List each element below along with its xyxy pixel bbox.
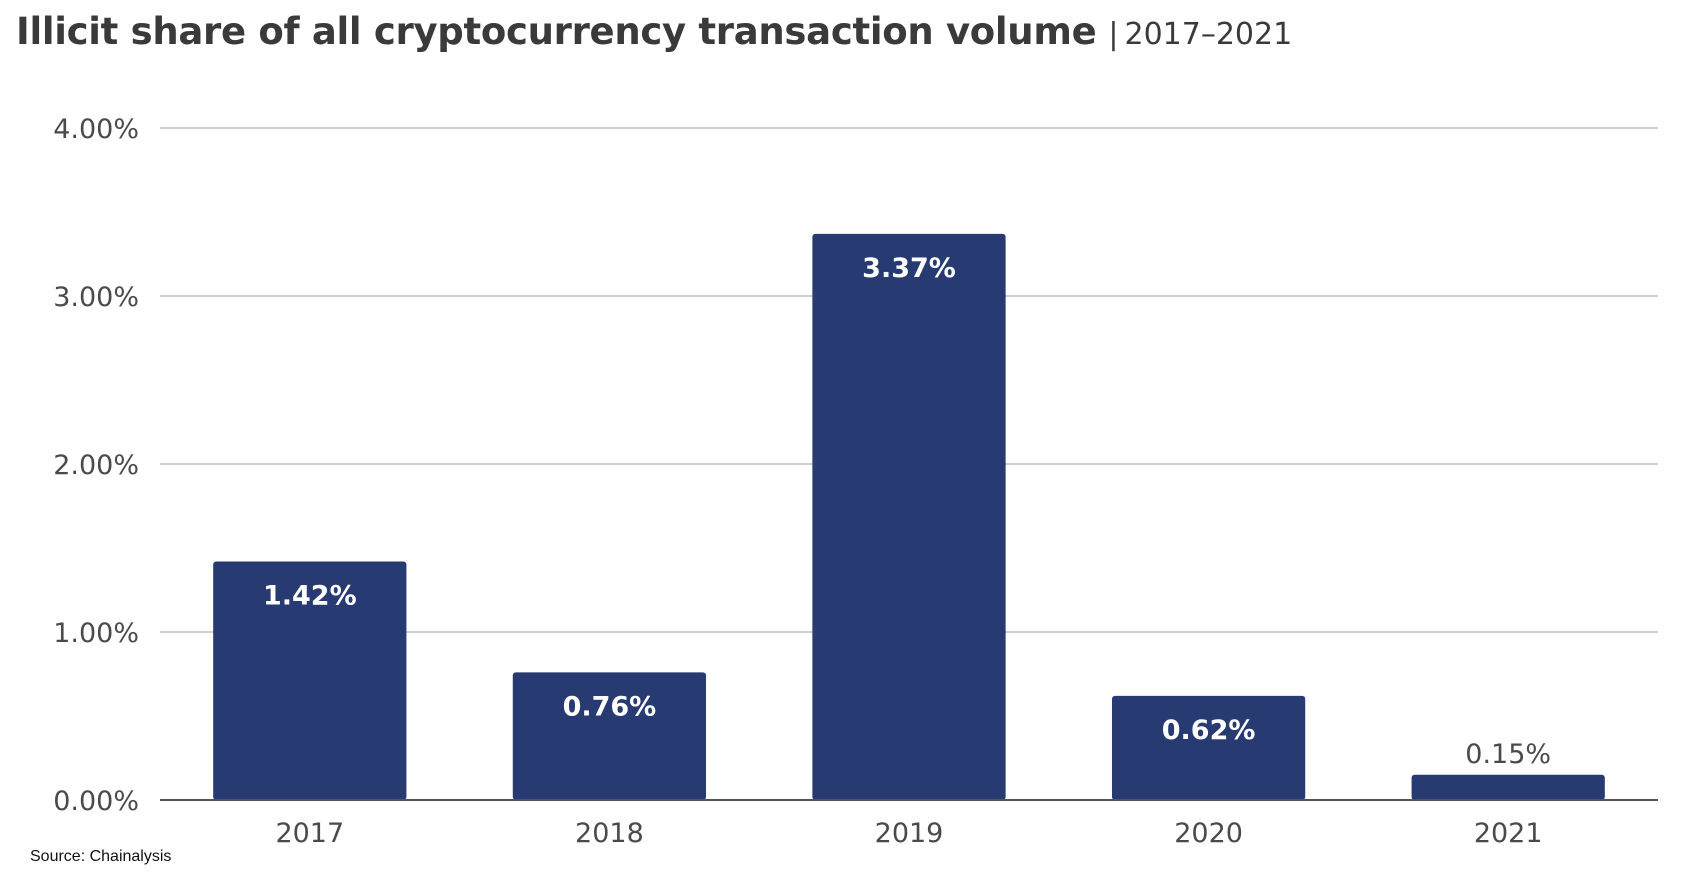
bar-2017 — [213, 561, 407, 800]
data-label-2017: 1.42% — [263, 580, 357, 611]
x-tick-label: 2021 — [1474, 818, 1543, 849]
source-note: Source: Chainalysis — [30, 848, 172, 865]
x-tick-label: 2020 — [1174, 818, 1243, 849]
y-tick-label: 3.00% — [53, 282, 139, 313]
bar-2020 — [1111, 695, 1306, 800]
chart-subtitle: 2017–2021 — [1124, 17, 1293, 52]
y-tick-label: 4.00% — [53, 114, 139, 145]
data-label-2019: 3.37% — [862, 253, 956, 284]
bar-2019 — [812, 233, 1006, 801]
x-tick-label: 2017 — [275, 818, 344, 849]
bars — [213, 233, 1605, 801]
data-label-2020: 0.62% — [1162, 715, 1256, 746]
y-axis-ticks: 0.00% 1.00% 2.00% 3.00% 4.00% — [53, 114, 139, 817]
data-label-2021: 0.15% — [1465, 739, 1551, 770]
y-tick-label: 1.00% — [53, 618, 139, 649]
x-tick-label: 2018 — [575, 818, 644, 849]
chart-title: Illicit share of all cryptocurrency tran… — [16, 10, 1097, 53]
bar-2021 — [1411, 774, 1605, 800]
data-labels: 1.42% 0.76% 3.37% 0.62% 0.15% — [263, 253, 1551, 770]
bar-2018 — [512, 672, 707, 800]
y-tick-label: 2.00% — [53, 450, 139, 481]
data-label-2018: 0.76% — [563, 691, 657, 722]
x-tick-label: 2019 — [875, 818, 944, 849]
y-tick-label: 0.00% — [53, 786, 139, 817]
x-axis-ticks: 2017 2018 2019 2020 2021 — [275, 818, 1542, 849]
chart-title-line: Illicit share of all cryptocurrency tran… — [16, 10, 1292, 53]
title-separator: | — [1108, 17, 1119, 52]
